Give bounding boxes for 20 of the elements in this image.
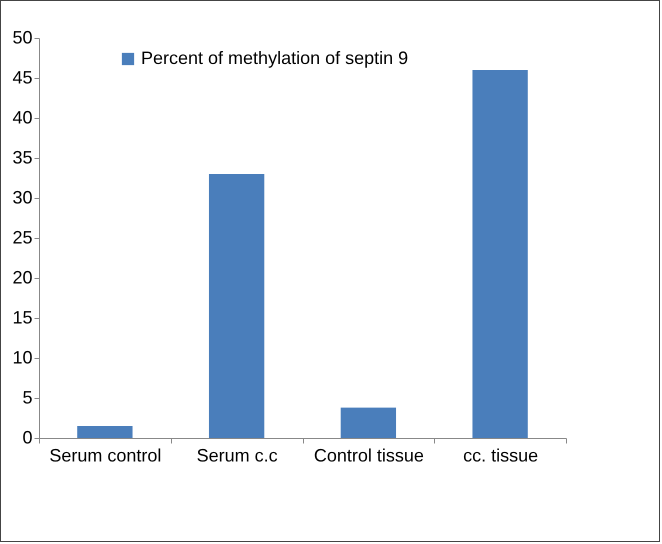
bar: [208, 174, 264, 438]
y-tick-label: 25: [12, 228, 32, 248]
x-tick-label: Serum c.c: [196, 446, 278, 466]
x-tick-label: Control tissue: [314, 446, 424, 466]
legend-label: Percent of methylation of septin 9: [141, 48, 408, 68]
y-tick-label: 35: [12, 148, 32, 168]
y-tick-label: 10: [12, 348, 32, 368]
x-tick-label: Serum control: [49, 446, 162, 466]
x-tick-label: cc. tissue: [463, 446, 538, 466]
y-tick-label: 45: [12, 68, 32, 88]
y-tick-label: 30: [12, 188, 32, 208]
y-tick-label: 40: [12, 108, 32, 128]
bar: [340, 408, 396, 438]
y-tick-label: 20: [12, 268, 32, 288]
y-tick-label: 50: [12, 28, 32, 48]
bar: [472, 70, 528, 438]
y-tick-label: 0: [22, 428, 32, 448]
bar: [77, 426, 133, 438]
y-tick-label: 15: [12, 308, 32, 328]
y-tick-label: 5: [22, 388, 32, 408]
